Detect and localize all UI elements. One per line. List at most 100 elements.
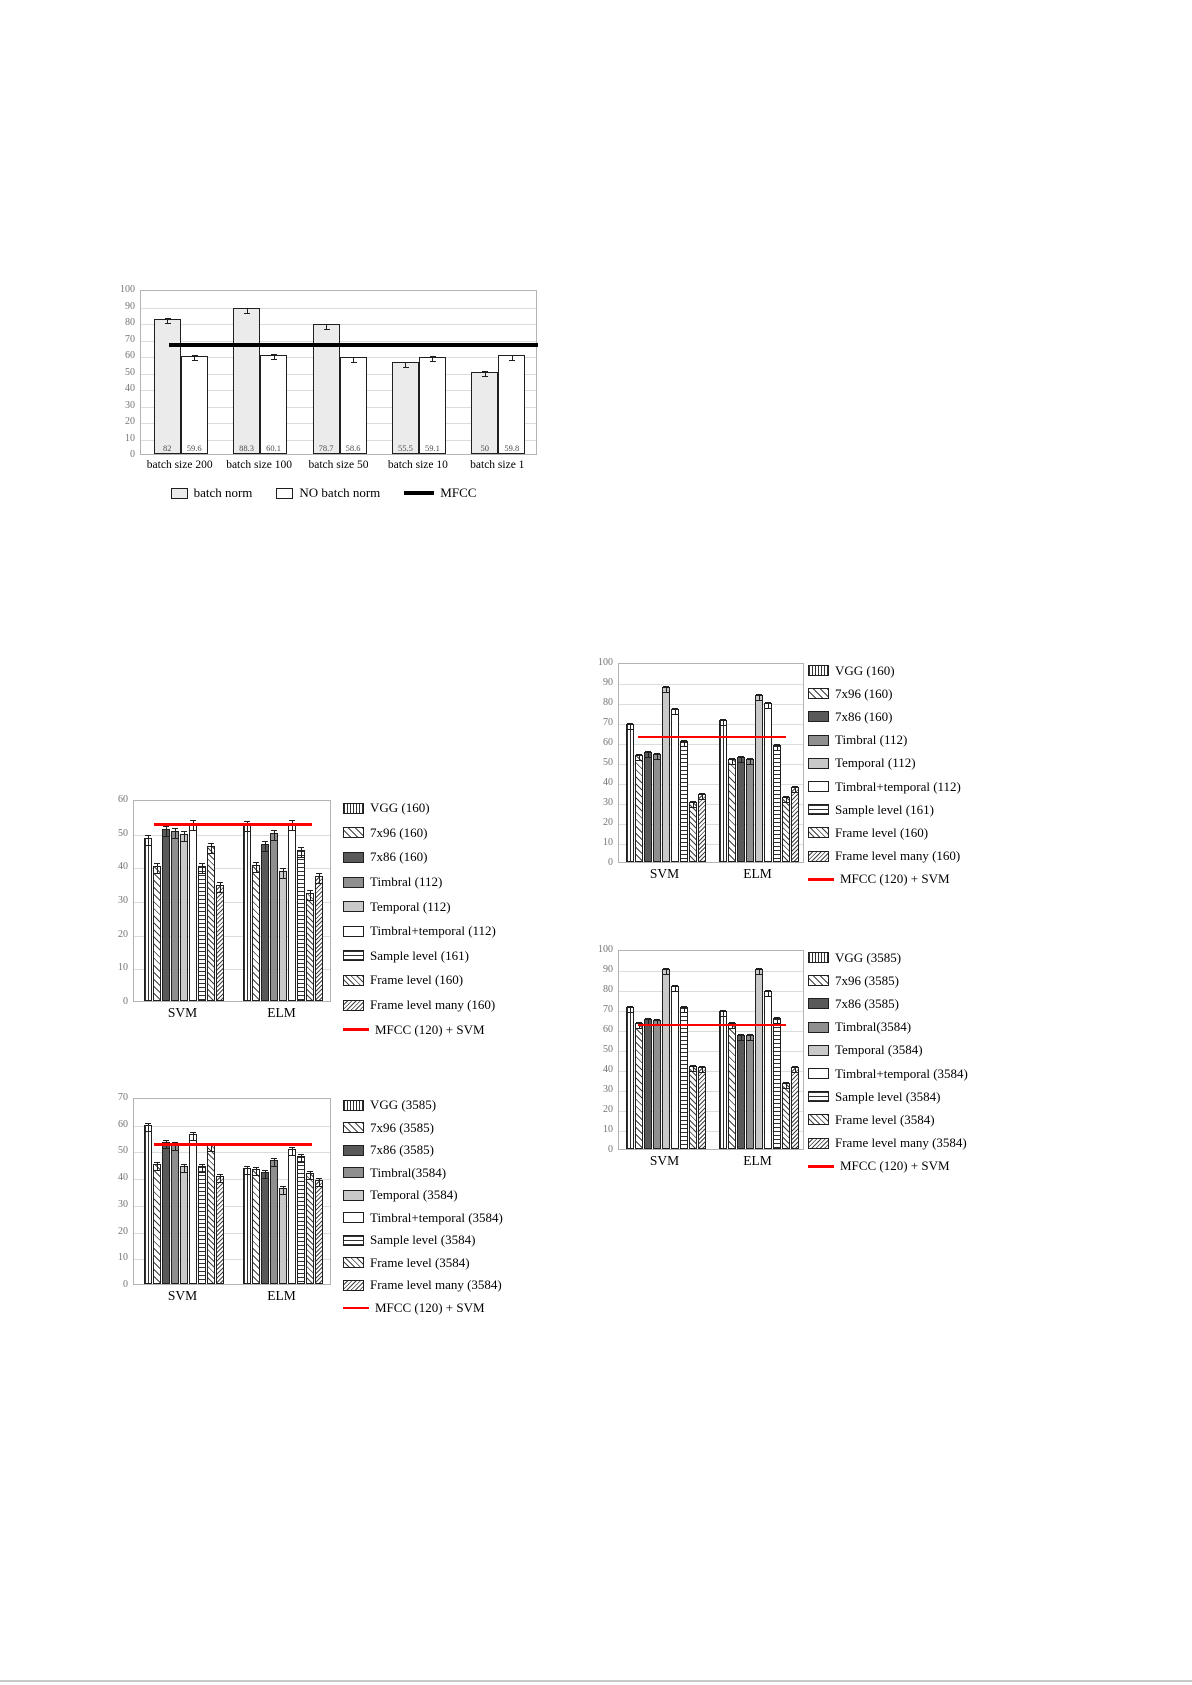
gridline [134, 834, 330, 836]
bar [314, 1179, 323, 1284]
bar-value-label: 55.5 [397, 442, 413, 453]
bar [736, 757, 745, 862]
error-bar [638, 754, 640, 760]
legend-item: Frame level (3584) [343, 1252, 503, 1275]
legend-label: VGG (3585) [835, 949, 902, 965]
error-bar-cap [217, 1173, 223, 1175]
error-bar [665, 968, 667, 974]
error-bar-cap [681, 746, 687, 747]
bar [278, 871, 287, 1001]
y-axis-tick-label: 50 [603, 757, 613, 768]
bar-value-label: 82 [162, 442, 172, 453]
legend-line-sample [343, 1306, 369, 1309]
error-bar-cap [792, 786, 798, 787]
gridline [619, 784, 803, 785]
category-label: batch size 50 [308, 459, 369, 471]
error-bar-cap [627, 729, 633, 730]
error-bar-cap [402, 361, 409, 363]
error-bar [156, 1161, 158, 1170]
legend-label: 7x86 (3585) [835, 995, 899, 1011]
legend-item: Timbral+temporal (3584) [343, 1207, 503, 1230]
category-label: batch size 1 [470, 459, 525, 471]
bar [670, 986, 679, 1149]
legend-swatch [343, 1167, 364, 1179]
gridline [619, 1011, 803, 1012]
legend-item: 7x86 (3585) [808, 992, 968, 1015]
error-bar [701, 1066, 703, 1072]
legend-item: Temporal (3584) [343, 1184, 503, 1207]
error-bar-cap [145, 834, 151, 836]
legend-item: Sample level (3584) [808, 1085, 968, 1108]
y-axis-tick-label: 50 [603, 1044, 613, 1055]
error-bar-cap [654, 1019, 660, 1020]
error-bar [318, 873, 320, 884]
error-bar-cap [402, 366, 409, 368]
y-axis-tick-label: 70 [603, 1004, 613, 1015]
y-axis-tick-label: 40 [125, 383, 135, 394]
legend: VGG (3585) 7x96 (3585) 7x86 (3585) Timbral(… [808, 946, 968, 1178]
y-axis-tick-label: 40 [118, 861, 128, 873]
legend-item: Sample level (3584) [343, 1229, 503, 1252]
error-bar-cap [699, 1072, 705, 1073]
error-bar-cap [765, 990, 771, 991]
error-bar [309, 890, 311, 901]
error-bar-cap [163, 836, 169, 838]
gridline [619, 824, 803, 825]
bar-value-label: 59.8 [504, 442, 520, 453]
legend-label: Sample level (3584) [835, 1088, 941, 1104]
y-axis-tick-label: 0 [608, 857, 613, 868]
legend-swatch [808, 850, 829, 862]
gridline [619, 1131, 803, 1132]
error-bar-cap [307, 890, 313, 892]
bar [251, 1169, 260, 1284]
error-bar [656, 753, 658, 759]
error-bar [194, 355, 196, 361]
legend-swatch [343, 876, 364, 888]
legend-item: Timbral (112) [808, 729, 961, 752]
error-bar-cap [289, 819, 295, 821]
error-bar-cap [783, 796, 789, 797]
gridline [619, 704, 803, 705]
error-bar [731, 758, 733, 764]
gridline [619, 1051, 803, 1052]
error-bar-cap [298, 856, 304, 858]
bar [251, 864, 260, 1001]
error-bar [683, 1006, 685, 1012]
error-bar-cap [663, 686, 669, 687]
legend-label: 7x96 (160) [370, 824, 428, 840]
bar [688, 802, 697, 862]
y-axis-tick-label: 0 [608, 1144, 613, 1155]
legend-item: Temporal (112) [808, 752, 961, 775]
error-bar-cap [627, 1012, 633, 1013]
error-bar-cap [672, 714, 678, 715]
bar [727, 759, 736, 862]
error-bar-cap [172, 837, 178, 839]
bar [652, 754, 661, 862]
bar [152, 866, 161, 1001]
error-bar-cap [681, 1012, 687, 1013]
error-bar-cap [253, 1175, 259, 1177]
gridline [134, 1205, 330, 1207]
y-axis-tick-label: 20 [118, 1225, 128, 1237]
legend-swatch [808, 781, 829, 793]
error-bar-cap [756, 700, 762, 701]
bar [242, 824, 251, 1001]
legend-swatch [343, 1257, 364, 1269]
error-bar-cap [199, 1164, 205, 1166]
y-axis-tick-label: 100 [598, 944, 613, 955]
y-axis-tick-label: 60 [125, 350, 135, 361]
legend-swatch [343, 1122, 364, 1134]
legend-item: Frame level many (3584) [808, 1132, 968, 1155]
category-label: ELM [267, 1288, 296, 1303]
plot-area: 82 88.3 78.7 55.5 50 59.6 60.1 58.6 59.1 59.8 [140, 290, 538, 455]
bar [339, 357, 367, 454]
error-bar-cap [509, 354, 516, 356]
error-bar [758, 968, 760, 974]
bar [152, 1163, 161, 1284]
gridline [134, 935, 330, 937]
y-axis-tick-label: 30 [603, 1084, 613, 1095]
y-axis-tick-label: 40 [603, 777, 613, 788]
legend-swatch [808, 734, 829, 746]
error-bar [740, 756, 742, 762]
bar [652, 1020, 661, 1149]
